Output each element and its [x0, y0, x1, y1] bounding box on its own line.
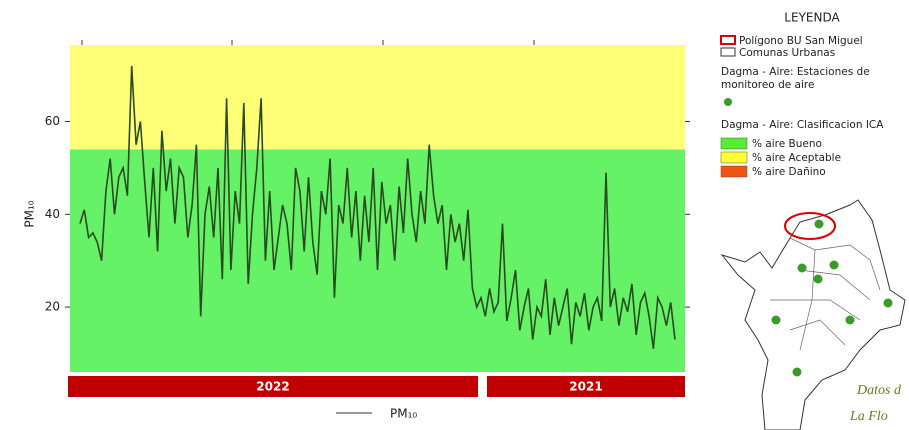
map-note: La Flo: [849, 409, 888, 424]
legend-item: Comunas Urbanas: [739, 47, 835, 59]
legend-item: % aire Bueno: [752, 138, 822, 150]
plot-area: 20 40 60: [45, 40, 690, 372]
legend-item: Polígono BU San Miguel: [739, 35, 863, 47]
legend-item: Dagma - Aire: Estaciones de: [721, 66, 870, 78]
swatch: [720, 35, 736, 45]
map-legend: LEYENDA Polígono BU San Miguel Comunas U…: [720, 11, 884, 178]
swatch: [720, 151, 748, 164]
map: [720, 199, 906, 430]
map-note: Datos d: [856, 383, 902, 398]
legend-item: monitoreo de aire: [721, 79, 814, 91]
period-label: 2021: [569, 380, 602, 394]
legend-item: % aire Aceptable: [752, 152, 841, 164]
y-axis-label: PM₁₀: [23, 200, 37, 227]
legend-item: % aire Dañino: [752, 166, 826, 178]
y-tick-label: 20: [45, 300, 60, 314]
period-label: 2022: [256, 380, 289, 394]
legend-title: LEYENDA: [784, 11, 840, 25]
y-tick-label: 40: [45, 207, 60, 221]
swatch: [720, 137, 748, 150]
swatch: [720, 47, 736, 57]
data-line: [79, 65, 676, 349]
swatch: [720, 165, 748, 178]
station-symbol: [724, 98, 732, 106]
legend-item: Dagma - Aire: Clasificacion ICA: [721, 119, 884, 131]
y-tick-label: 60: [45, 114, 60, 128]
period-bar: [487, 376, 685, 397]
legend-label: PM₁₀: [390, 407, 417, 421]
band: [70, 45, 685, 150]
period-bar: [68, 376, 478, 397]
